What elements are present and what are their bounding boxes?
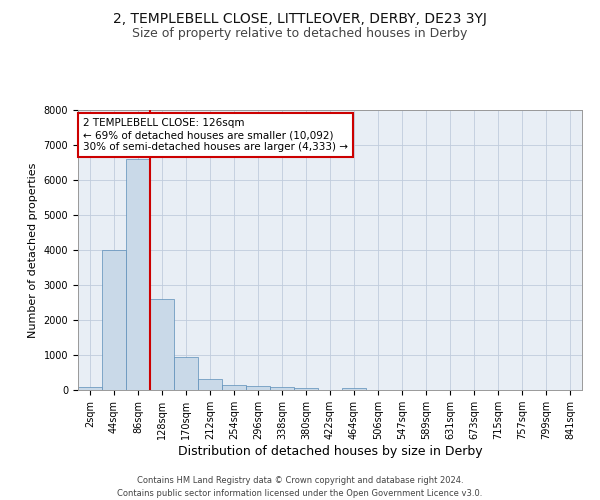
- Bar: [126, 159, 150, 390]
- Bar: [222, 386, 246, 390]
- Bar: [102, 250, 126, 390]
- Bar: [198, 379, 222, 390]
- Bar: [78, 387, 102, 390]
- Bar: [294, 388, 318, 390]
- Bar: [150, 299, 174, 390]
- Text: Size of property relative to detached houses in Derby: Size of property relative to detached ho…: [133, 28, 467, 40]
- Text: Contains HM Land Registry data © Crown copyright and database right 2024.
Contai: Contains HM Land Registry data © Crown c…: [118, 476, 482, 498]
- Bar: [270, 387, 294, 390]
- Y-axis label: Number of detached properties: Number of detached properties: [28, 162, 38, 338]
- Bar: [246, 386, 270, 390]
- Bar: [342, 388, 366, 390]
- Text: 2, TEMPLEBELL CLOSE, LITTLEOVER, DERBY, DE23 3YJ: 2, TEMPLEBELL CLOSE, LITTLEOVER, DERBY, …: [113, 12, 487, 26]
- Text: 2 TEMPLEBELL CLOSE: 126sqm
← 69% of detached houses are smaller (10,092)
30% of : 2 TEMPLEBELL CLOSE: 126sqm ← 69% of deta…: [83, 118, 348, 152]
- Bar: [174, 357, 198, 390]
- X-axis label: Distribution of detached houses by size in Derby: Distribution of detached houses by size …: [178, 445, 482, 458]
